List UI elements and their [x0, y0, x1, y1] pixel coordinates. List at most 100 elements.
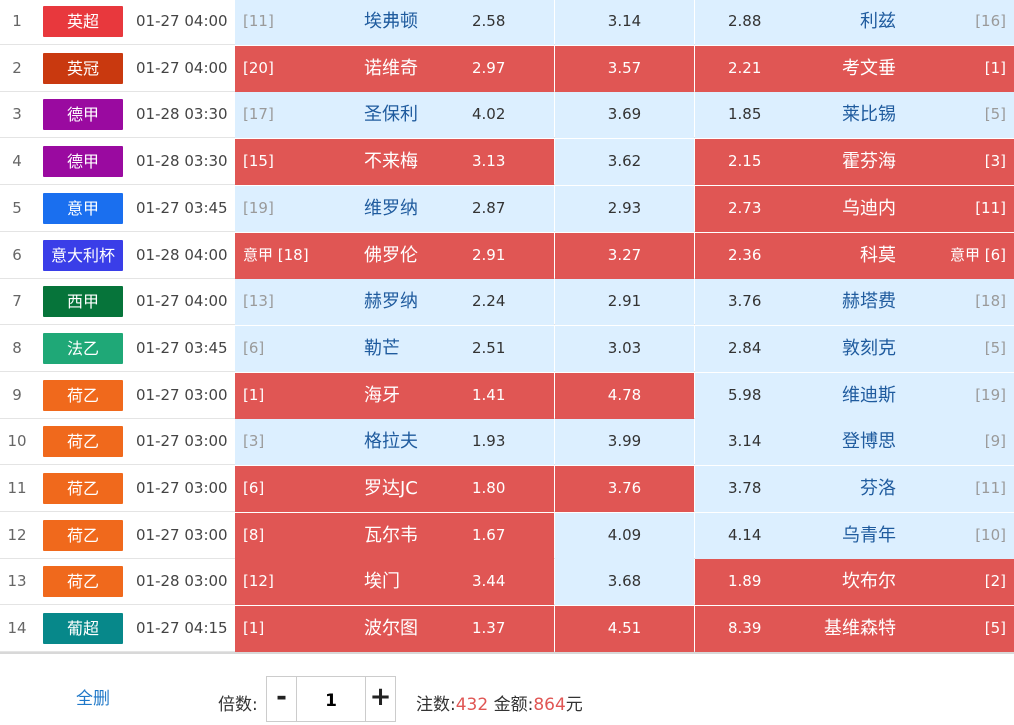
amount-label: 金额: [493, 695, 534, 715]
away-team: 科莫 [860, 244, 896, 266]
draw-option[interactable] [555, 466, 694, 512]
away-rank: [10] [975, 525, 1006, 544]
away-win-option[interactable] [695, 419, 1014, 466]
home-rank: [1] [243, 385, 265, 404]
home-win-option[interactable] [235, 45, 554, 92]
draw-option[interactable] [555, 232, 694, 279]
draw-option[interactable] [555, 279, 694, 326]
increase-multiplier-button[interactable]: + [365, 677, 395, 721]
league-badge: 荷乙 [43, 426, 123, 458]
away-win-option[interactable] [695, 279, 1014, 326]
match-number: 14 [7, 619, 27, 638]
home-team: 埃弗顿 [364, 11, 418, 32]
home-win-option[interactable] [235, 185, 554, 232]
home-odds: 3.44 [472, 572, 506, 591]
multiplier-input[interactable]: 1 [325, 691, 337, 711]
home-win-option[interactable] [235, 559, 554, 606]
away-win-option[interactable] [695, 185, 1014, 232]
match-time: 01-27 04:00 [136, 292, 228, 311]
draw-option[interactable] [555, 419, 694, 466]
home-odds: 2.24 [472, 292, 506, 311]
draw-option[interactable] [555, 45, 694, 92]
away-win-option[interactable] [695, 559, 1014, 606]
draw-option[interactable] [555, 185, 694, 232]
bets-count: 432 [455, 695, 489, 715]
decrease-multiplier-button[interactable]: - [267, 677, 297, 721]
home-win-option[interactable] [235, 419, 554, 466]
home-team: 海牙 [364, 384, 400, 406]
home-team: 波尔图 [364, 618, 418, 640]
home-rank: [1] [243, 619, 265, 638]
away-win-option[interactable] [695, 45, 1014, 92]
draw-option[interactable] [555, 139, 694, 186]
home-win-option[interactable] [235, 325, 554, 372]
match-time: 01-28 03:30 [136, 105, 228, 124]
away-win-option[interactable] [695, 372, 1014, 419]
match-row: 1 英超 01-27 04:00 [11] 埃弗顿 2.58 3.14 2.88 利兹 [16] [0, 0, 1014, 45]
away-rank: [9] [984, 432, 1006, 451]
draw-option[interactable] [555, 0, 694, 45]
home-win-option[interactable] [235, 606, 554, 653]
draw-odds: 3.03 [607, 338, 642, 357]
draw-odds: 3.62 [607, 152, 642, 171]
away-win-option[interactable] [695, 466, 1014, 512]
away-odds: 8.39 [728, 619, 762, 638]
match-number: 8 [12, 338, 22, 357]
away-team: 霍芬海 [842, 151, 896, 173]
draw-option[interactable] [555, 606, 694, 653]
match-row: 7 西甲 01-27 04:00 [13] 赫罗纳 2.24 2.91 3.76 赫塔费 [18] [0, 279, 1014, 326]
home-rank: [8] [243, 525, 265, 544]
match-time: 01-27 03:00 [136, 432, 228, 451]
home-win-option[interactable] [235, 372, 554, 419]
match-number: 4 [12, 152, 22, 171]
home-win-option[interactable] [235, 92, 554, 139]
league-badge: 意大利杯 [43, 239, 123, 271]
away-team: 芬洛 [860, 478, 896, 499]
bet-summary: 注数:432 金额:864元 [416, 690, 583, 715]
draw-option[interactable] [555, 372, 694, 419]
draw-option[interactable] [555, 325, 694, 372]
home-odds: 1.93 [472, 432, 506, 451]
home-win-option[interactable] [235, 232, 554, 279]
home-win-option[interactable] [235, 139, 554, 186]
home-win-option[interactable] [235, 466, 554, 512]
draw-odds: 3.76 [607, 479, 642, 497]
away-odds: 5.98 [728, 385, 762, 404]
away-team: 登博思 [842, 431, 896, 453]
match-row: 12 荷乙 01-27 03:00 [8] 瓦尔韦 1.67 4.09 4.14 乌青年 [10] [0, 512, 1014, 559]
draw-option[interactable] [555, 92, 694, 139]
away-win-option[interactable] [695, 232, 1014, 279]
away-win-option[interactable] [695, 325, 1014, 372]
away-odds: 3.78 [728, 479, 762, 497]
home-team: 赫罗纳 [364, 291, 418, 313]
away-win-option[interactable] [695, 512, 1014, 559]
home-rank: [11] [243, 12, 274, 30]
delete-all-button[interactable]: 全删 [76, 689, 110, 709]
home-team: 勒芒 [364, 337, 400, 359]
away-team: 利兹 [860, 11, 896, 32]
away-win-option[interactable] [695, 92, 1014, 139]
draw-odds: 3.14 [607, 12, 642, 30]
away-rank: [11] [975, 479, 1006, 497]
away-odds: 3.14 [728, 432, 762, 451]
away-rank: [1] [984, 58, 1006, 77]
match-number: 13 [7, 572, 27, 591]
away-win-option[interactable] [695, 0, 1014, 45]
home-rank: [17] [243, 105, 274, 124]
away-team: 考文垂 [842, 57, 896, 79]
home-win-option[interactable] [235, 512, 554, 559]
match-row: 3 德甲 01-28 03:30 [17] 圣保利 4.02 3.69 1.85 莱比锡 [5] [0, 92, 1014, 139]
draw-option[interactable] [555, 512, 694, 559]
away-odds: 2.36 [728, 245, 762, 264]
home-win-option[interactable] [235, 279, 554, 326]
away-win-option[interactable] [695, 139, 1014, 186]
away-win-option[interactable] [695, 606, 1014, 653]
home-win-option[interactable] [235, 0, 554, 45]
home-odds: 2.91 [472, 245, 506, 264]
away-team: 莱比锡 [842, 104, 896, 126]
match-time: 01-27 03:00 [136, 525, 228, 544]
amount-value: 864 [533, 695, 566, 715]
match-time: 01-27 03:00 [136, 385, 228, 404]
draw-option[interactable] [555, 559, 694, 606]
draw-odds: 2.91 [607, 292, 642, 311]
